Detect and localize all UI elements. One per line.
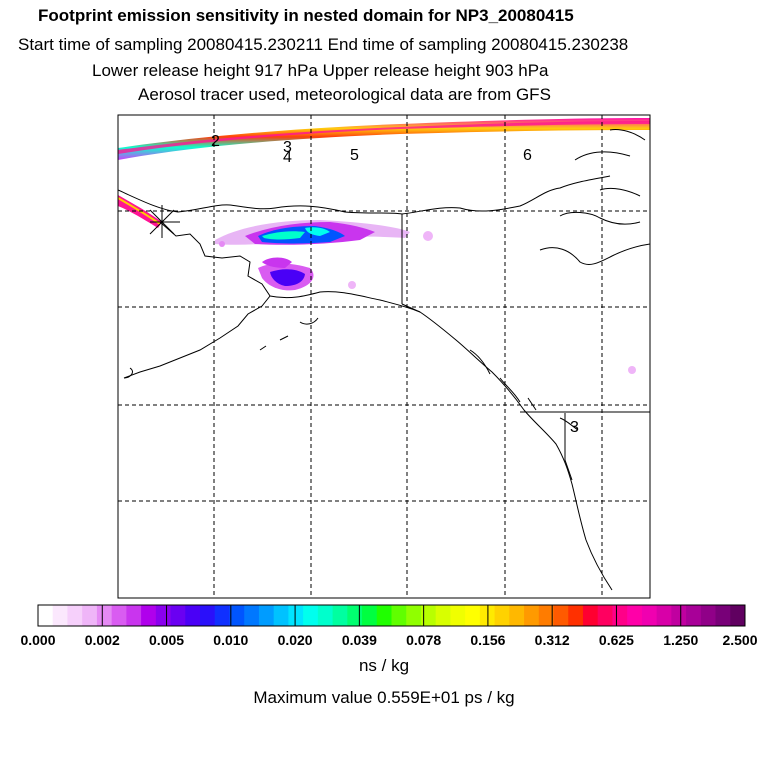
colorbar-cell — [406, 605, 422, 626]
colorbar-cell — [524, 605, 540, 626]
colorbar-cell — [332, 605, 348, 626]
trajectory-label: 2 — [211, 133, 220, 150]
colorbar-cell — [82, 605, 98, 626]
colorbar-cell — [450, 605, 466, 626]
colorbar-cell — [582, 605, 599, 626]
colorbar-units: ns / kg — [358, 656, 410, 675]
colorbar-tick-label: 1.250 — [663, 632, 698, 648]
colorbar-cell — [244, 605, 260, 626]
map-frame — [117, 114, 651, 599]
colorbar-cell — [141, 605, 157, 626]
sampling-times: Start time of sampling 20080415.230211 E… — [18, 35, 629, 54]
colorbar-cell — [538, 605, 555, 626]
colorbar-cell — [686, 605, 702, 626]
colorbar-cell — [509, 605, 525, 626]
colorbar-tick-label: 0.156 — [470, 632, 505, 648]
colorbar-cell — [67, 605, 83, 626]
colorbar-cell — [170, 605, 186, 626]
colorbar-tick-label: 0.002 — [85, 632, 120, 648]
colorbar-tick-label: 0.078 — [406, 632, 441, 648]
plume-band-outer — [118, 118, 650, 160]
colorbar-cell — [185, 605, 201, 626]
footprint-map: 2 3 4 5 6 3 — [117, 114, 651, 599]
colorbar: 0.000 0.002 0.005 0.010 0.020 0.039 0.078 0.156… — [20, 604, 758, 648]
coastlines — [118, 129, 650, 591]
colorbar-cell — [627, 605, 643, 626]
tracer-info: Aerosol tracer used, meteorological data… — [138, 85, 551, 104]
colorbar-cell — [258, 605, 275, 626]
colorbar-cell — [38, 605, 54, 626]
colorbar-cell — [671, 605, 687, 626]
colorbar-cell — [303, 605, 319, 626]
colorbar-cell — [465, 605, 481, 626]
colorbar-tick-label: 2.500 — [722, 632, 757, 648]
colorbar-tick-label: 0.039 — [342, 632, 377, 648]
colorbar-cell — [597, 605, 613, 626]
colorbar-cell — [317, 605, 334, 626]
colorbar-cell — [229, 605, 245, 626]
colorbar-cell — [52, 605, 68, 626]
colorbar-cell — [273, 605, 289, 626]
colorbar-tick-label: 0.020 — [278, 632, 313, 648]
release-point-marker — [149, 205, 180, 238]
colorbar-cell — [730, 605, 746, 626]
colorbar-cell — [435, 605, 451, 626]
maximum-value: Maximum value 0.559E+01 ps / kg — [253, 688, 515, 707]
figure-title: Footprint emission sensitivity in nested… — [38, 6, 574, 25]
colorbar-tick-label: 0.000 — [20, 632, 55, 648]
colorbar-cell — [214, 605, 230, 626]
colorbar-cell — [155, 605, 172, 626]
trajectory-label: 4 — [283, 149, 292, 166]
colorbar-cell — [200, 605, 216, 626]
trajectory-label: 3 — [283, 139, 292, 156]
colorbar-cell — [420, 605, 437, 626]
colorbar-tick-label: 0.010 — [213, 632, 248, 648]
lat-lon-grid — [118, 115, 650, 598]
colorbar-cell — [494, 605, 510, 626]
colorbar-cell — [126, 605, 142, 626]
colorbar-tick-label: 0.005 — [149, 632, 184, 648]
trajectory-label: 5 — [350, 147, 359, 164]
colorbar-cell — [347, 605, 363, 626]
plume-band-inner — [118, 121, 650, 154]
release-heights: Lower release height 917 hPa Upper relea… — [92, 61, 549, 80]
trajectory-label: 3 — [570, 419, 579, 436]
colorbar-cell — [641, 605, 658, 626]
colorbar-cell — [700, 605, 717, 626]
colorbar-cell — [612, 605, 628, 626]
colorbar-cell — [111, 605, 127, 626]
colorbar-cell — [288, 605, 304, 626]
colorbar-cell — [376, 605, 392, 626]
colorbar-tick-label: 0.312 — [535, 632, 570, 648]
colorbar-cell — [96, 605, 113, 626]
colorbar-cell — [553, 605, 569, 626]
sensitivity-footprint — [215, 220, 636, 374]
colorbar-cell — [656, 605, 672, 626]
colorbar-cell — [362, 605, 378, 626]
colorbar-cell — [391, 605, 407, 626]
colorbar-cell — [715, 605, 731, 626]
trajectory-label: 6 — [523, 147, 532, 164]
colorbar-tick-label: 0.625 — [599, 632, 634, 648]
colorbar-cell — [568, 605, 584, 626]
